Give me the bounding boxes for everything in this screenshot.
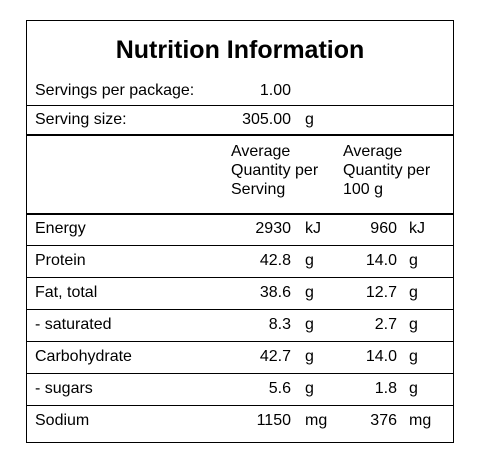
per-100g-unit: g	[409, 380, 418, 397]
serving-size-unit: g	[305, 111, 314, 128]
per-100g-unit: g	[409, 252, 418, 269]
per-serving-unit: g	[305, 348, 314, 365]
nutrient-name: Energy	[35, 220, 86, 237]
per-100g-unit: g	[409, 316, 418, 333]
row-divider	[27, 309, 453, 310]
per-100g-unit: mg	[409, 412, 432, 429]
nutrition-panel: Nutrition Information Servings per packa…	[26, 20, 454, 443]
per-serving-value: 42.7	[259, 348, 291, 365]
per-100g-value: 14.0	[365, 252, 397, 269]
per-100g-unit: g	[409, 284, 418, 301]
per-100g-value: 1.8	[374, 380, 397, 397]
per-serving-unit: kJ	[305, 220, 321, 237]
row-divider	[27, 373, 453, 374]
nutrient-name: Sodium	[35, 412, 90, 429]
per-serving-value: 38.6	[259, 284, 291, 301]
divider-thick	[27, 213, 453, 215]
row-divider	[27, 277, 453, 278]
serving-size-value: 305.00	[242, 111, 291, 128]
per-serving-value: 5.6	[268, 380, 291, 397]
row-divider	[27, 245, 453, 246]
serving-size-label: Serving size:	[35, 111, 127, 128]
per-serving-unit: g	[305, 316, 314, 333]
row-divider	[27, 405, 453, 406]
per-serving-unit: mg	[305, 412, 328, 429]
per-serving-value: 42.8	[259, 252, 291, 269]
nutrient-name: - saturated	[35, 316, 112, 333]
row-divider	[27, 341, 453, 342]
header-per-serving: Average Quantity per Serving	[231, 143, 319, 198]
per-100g-unit: g	[409, 348, 418, 365]
divider-thick	[27, 134, 453, 136]
nutrient-name: Carbohydrate	[35, 348, 132, 365]
per-100g-value: 376	[370, 412, 397, 429]
nutrient-name: - sugars	[35, 380, 93, 397]
per-100g-value: 2.7	[374, 316, 397, 333]
per-100g-unit: kJ	[409, 220, 425, 237]
nutrient-name: Fat, total	[35, 284, 98, 301]
servings-label: Servings per package:	[35, 82, 195, 99]
divider	[27, 105, 453, 106]
per-serving-value: 2930	[255, 220, 291, 237]
header-per-100g: Average Quantity per 100 g	[343, 143, 431, 198]
per-100g-value: 12.7	[365, 284, 397, 301]
nutrient-name: Protein	[35, 252, 86, 269]
per-serving-value: 8.3	[268, 316, 291, 333]
per-100g-value: 960	[370, 220, 397, 237]
servings-value: 1.00	[259, 82, 291, 99]
per-serving-unit: g	[305, 252, 314, 269]
panel-title: Nutrition Information	[115, 36, 365, 64]
per-serving-value: 1150	[256, 412, 291, 429]
per-100g-value: 14.0	[365, 348, 397, 365]
per-serving-unit: g	[305, 284, 314, 301]
per-serving-unit: g	[305, 380, 314, 397]
